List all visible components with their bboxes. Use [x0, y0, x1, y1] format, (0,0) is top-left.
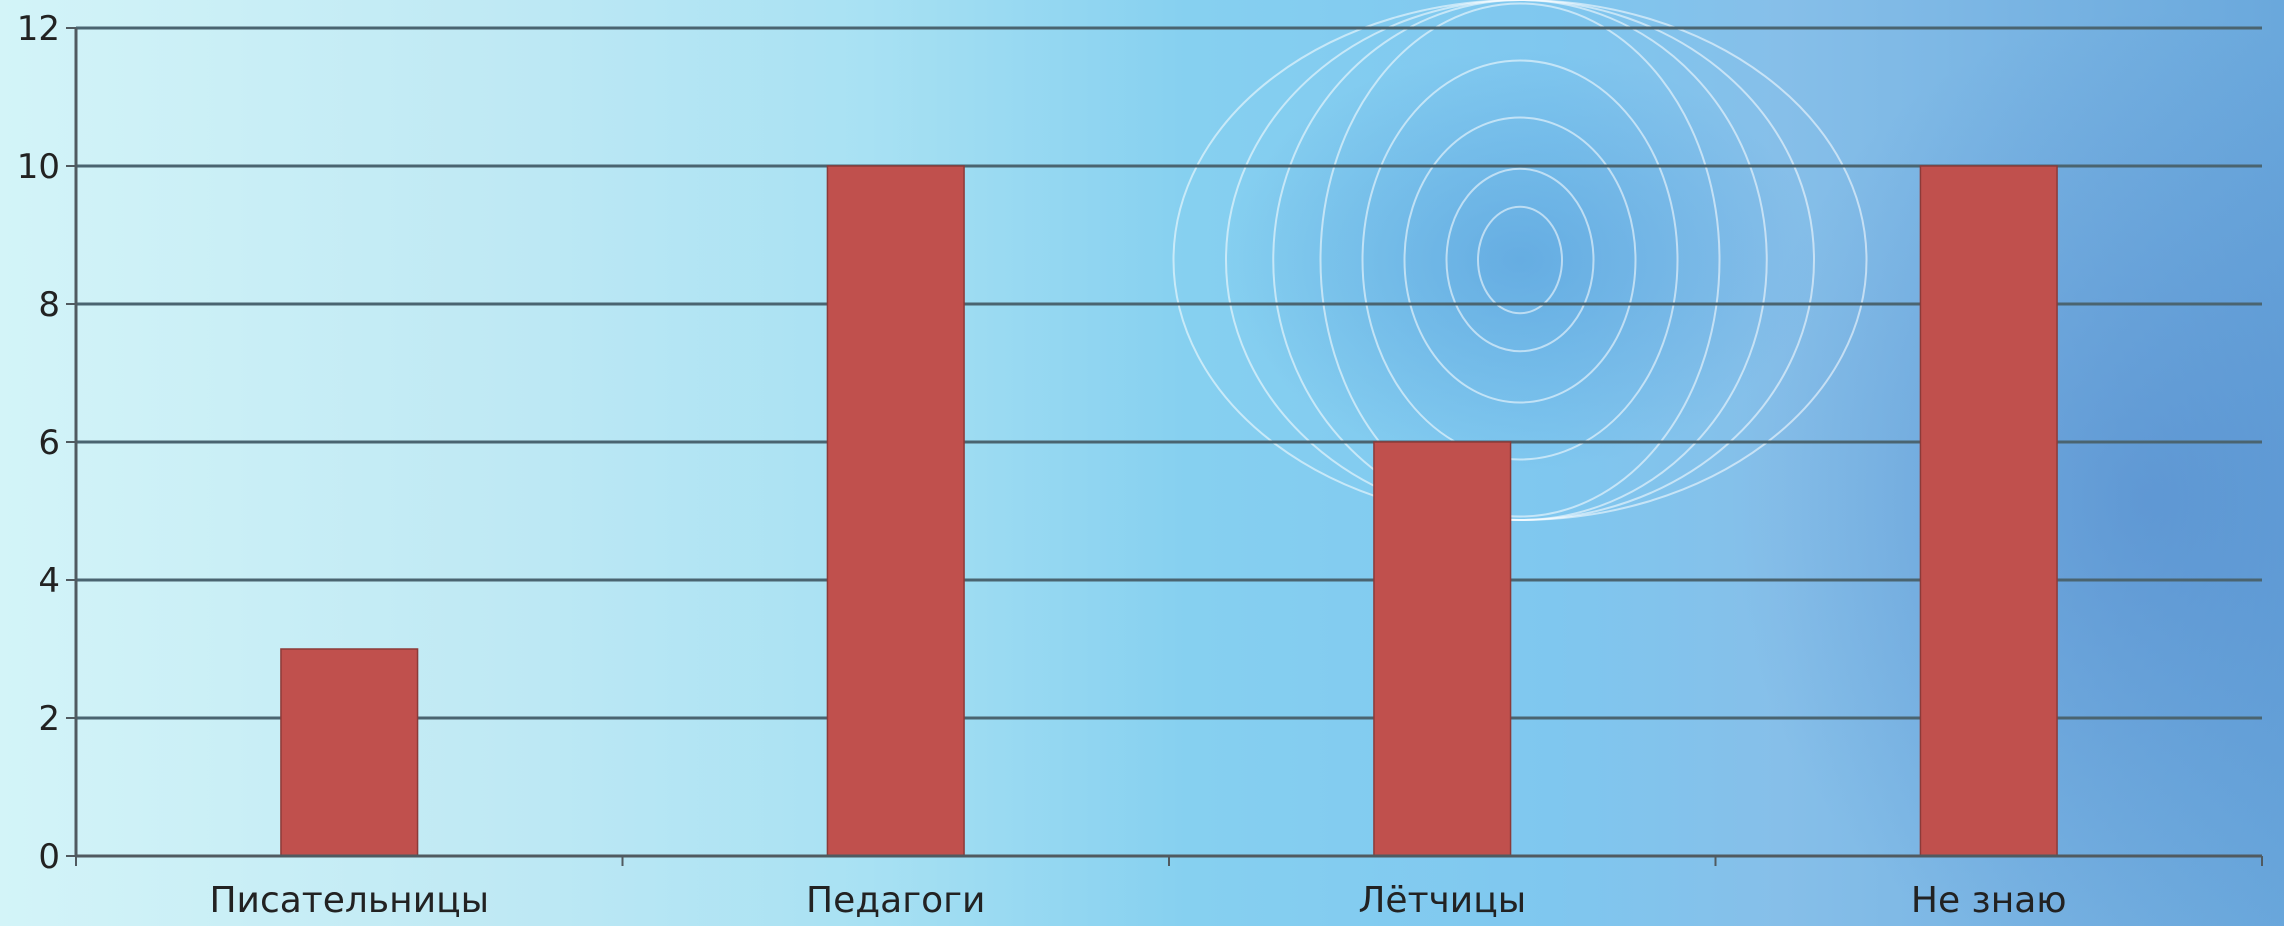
ripple-ring	[1477, 205, 1563, 315]
x-category-label: Педагоги	[806, 880, 985, 921]
x-category-labels: Писательницы Педагоги Лётчицы Не знаю	[209, 880, 2066, 921]
ripple-decoration	[1172, 0, 1868, 521]
bar	[826, 165, 965, 857]
x-category-label: Не знаю	[1911, 880, 2067, 921]
ripple-ring	[1319, 2, 1721, 518]
x-category-label: Лётчицы	[1358, 880, 1526, 921]
y-tick-label: 2	[38, 699, 60, 739]
bars	[280, 165, 2058, 857]
y-tick-label: 4	[38, 561, 60, 601]
bar	[1373, 441, 1512, 857]
y-tick-label: 10	[17, 147, 60, 187]
y-tick-label: 12	[17, 9, 60, 49]
y-tick-label: 6	[38, 423, 60, 463]
bar	[1919, 165, 2058, 857]
ripple-ring	[1361, 59, 1679, 461]
ripple-ring	[1403, 116, 1637, 404]
ripple-ring	[1445, 167, 1595, 353]
ripple-ring	[1172, 0, 1868, 521]
y-tick-label: 0	[38, 837, 60, 877]
bar	[280, 648, 419, 857]
y-tick-labels: 0 2 4 6 8 10 12	[17, 9, 76, 877]
gridlines	[76, 26, 2262, 720]
x-category-label: Писательницы	[209, 880, 489, 921]
y-tick-label: 8	[38, 285, 60, 325]
